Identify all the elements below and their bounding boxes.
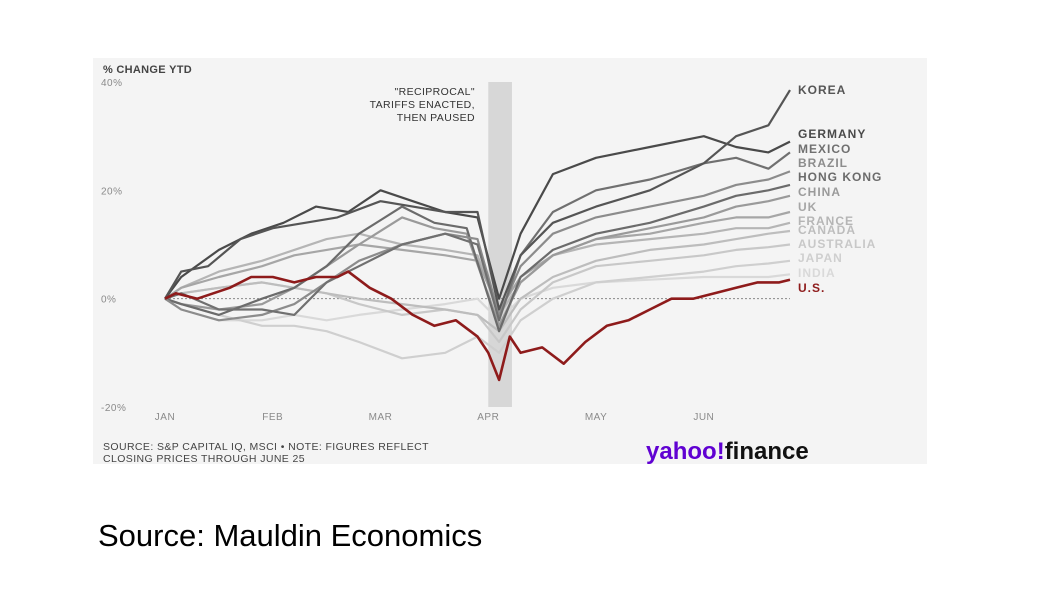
y-ticks: 40% 20% 0% -20% xyxy=(101,78,126,414)
source-note-line-2: CLOSING PRICES THROUGH JUNE 25 xyxy=(103,453,305,464)
series-line-brazil xyxy=(164,170,791,322)
legend-entry: MEXICO xyxy=(798,142,851,156)
legend-entry: JAPAN xyxy=(798,251,843,265)
series-line-mexico xyxy=(164,151,791,322)
series-line-hong-kong xyxy=(164,183,791,333)
legend-entry: FRANCE xyxy=(798,214,854,228)
logo-finance: finance xyxy=(725,438,809,464)
x-tick-label: JUN xyxy=(693,412,714,423)
svg-text:yahoo!finance: yahoo!finance xyxy=(646,438,809,464)
source-caption: Source: Mauldin Economics xyxy=(98,518,483,553)
logo-slash: ! xyxy=(717,438,725,464)
series-line-canada xyxy=(164,229,791,333)
series-line-france xyxy=(164,221,791,316)
legend-entry: INDIA xyxy=(798,266,836,280)
legend-entry: AUSTRALIA xyxy=(798,237,876,251)
y-tick-label: 40% xyxy=(101,78,123,89)
legend-entry: HONG KONG xyxy=(798,170,882,184)
y-tick-label: -20% xyxy=(101,403,126,414)
x-tick-label: MAY xyxy=(585,412,607,423)
legend-entry: BRAZIL xyxy=(798,156,848,170)
annotation-line-1: "RECIPROCAL" xyxy=(394,86,475,98)
annotation-line-2: TARIFFS ENACTED, xyxy=(370,99,475,111)
yahoo-finance-logo: yahoo!finance xyxy=(646,438,809,464)
legend-entry: UK xyxy=(798,200,817,214)
series-lines xyxy=(164,89,791,382)
x-tick-label: JAN xyxy=(155,412,175,423)
legend-entry: CHINA xyxy=(798,185,841,199)
legend-entry: GERMANY xyxy=(798,127,866,141)
source-note-line-1: SOURCE: S&P CAPITAL IQ, MSCI • NOTE: FIG… xyxy=(103,441,429,453)
series-line-korea xyxy=(164,89,791,311)
y-tick-label: 20% xyxy=(101,186,123,197)
series-line-u-s- xyxy=(164,270,791,382)
x-tick-label: MAR xyxy=(369,412,393,423)
y-axis-label: % CHANGE YTD xyxy=(103,64,192,76)
legend-entry: U.S. xyxy=(798,281,825,295)
series-line-germany xyxy=(164,135,791,300)
logo-yahoo: yahoo xyxy=(646,438,717,464)
y-tick-label: 0% xyxy=(101,295,116,306)
series-line-china xyxy=(164,194,791,327)
legend-entry: CANADA xyxy=(798,223,856,237)
series-line-india xyxy=(164,273,791,322)
annotation-line-3: THEN PAUSED xyxy=(397,112,475,124)
line-chart: 40% 20% 0% -20% JAN FEB MAR APR MAY JUN KOREA GER… xyxy=(101,64,882,464)
x-tick-label: APR xyxy=(477,412,499,423)
x-tick-label: FEB xyxy=(262,412,283,423)
chart-panel: 40% 20% 0% -20% JAN FEB MAR APR MAY JUN KOREA GER… xyxy=(93,58,927,464)
x-ticks: JAN FEB MAR APR MAY JUN xyxy=(155,412,714,423)
legend-entry: KOREA xyxy=(798,83,846,97)
tariff-band xyxy=(488,82,512,407)
